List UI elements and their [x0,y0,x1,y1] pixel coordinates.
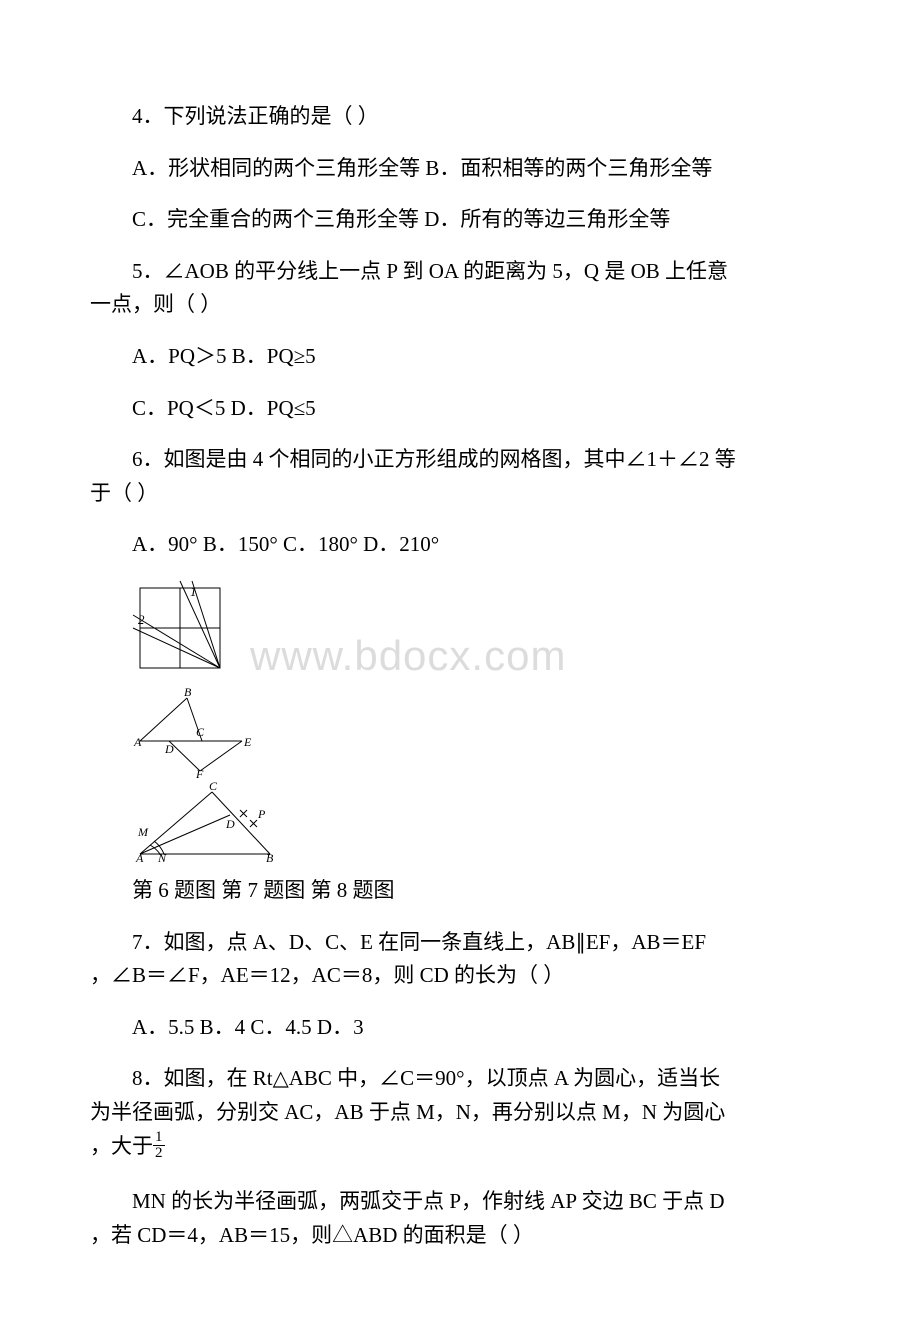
q4-optC: C．完全重合的两个三角形全等 [132,207,419,231]
q5-stem-l1: 5．∠AOB 的平分线上一点 P 到 OA 的距离为 5，Q 是 OB 上任意 [90,255,830,289]
figure-q6: 1 2 [132,580,830,682]
fig1-label-2: 2 [138,612,145,627]
fig3-C: C [209,782,218,793]
fig2-B: B [184,686,192,699]
q8-stem-l2: 为半径画弧，分别交 AC，AB 于点 M，N，再分别以点 M，N 为圆心 [90,1096,830,1130]
figures-caption: 第 6 题图 第 7 题图 第 8 题图 [90,874,830,908]
fig3-P: P [257,807,266,821]
q7-stem-l2: ，∠B＝∠F，AE＝12，AC＝8，则 CD 的长为（ ） [90,959,830,993]
q6-stem-l2: 于（ ） [90,477,830,511]
q5-optAB: A．PQ＞5 B．PQ≥5 [90,340,830,374]
fig2-C: C [196,725,205,739]
fig2-D: D [164,742,174,756]
q7-stem-l1: 7．如图，点 A、D、C、E 在同一条直线上，AB∥EF，AB＝EF [90,926,830,960]
q6-stem-l1: 6．如图是由 4 个相同的小正方形组成的网格图，其中∠1＋∠2 等 [90,443,830,477]
fig2-E: E [243,735,252,749]
figure-q8: A N B C M D P [132,782,830,862]
q4-stem: 4．下列说法正确的是（ ） [90,100,830,134]
figure-q7: A B C D E F [132,686,830,778]
figure-q7-svg: A B C D E F [132,686,262,778]
fig2-A: A [133,735,142,749]
fig1-label-1: 1 [190,584,197,599]
q8-l3-pre: ，大于 [90,1134,153,1158]
q5-optCD: C．PQ＜5 D．PQ≤5 [90,392,830,426]
q4-row1: A．形状相同的两个三角形全等 B．面积相等的两个三角形全等 [90,152,830,186]
q8-stem-l1: 8．如图，在 Rt△ABC 中，∠C＝90°，以顶点 A 为圆心，适当长 [90,1062,830,1096]
fig3-D: D [225,817,235,831]
q4-optD: D．所有的等边三角形全等 [424,207,670,231]
q7-opts: A．5.5 B．4 C．4.5 D．3 [90,1011,830,1045]
q8-fraction: 12 [153,1130,165,1161]
q8-stem-l3: ，大于12 [90,1130,830,1164]
q4-optA: A．形状相同的两个三角形全等 [132,156,420,180]
figure-q8-svg: A N B C M D P [132,782,280,862]
q5-stem-l2: 一点，则（ ） [90,288,830,322]
figures-container: 1 2 A B C D E F [132,580,830,862]
q6-opts: A．90° B．150° C．180° D．210° [90,528,830,562]
fig3-B: B [266,851,274,862]
q4-optB: B．面积相等的两个三角形全等 [425,156,712,180]
figure-q6-svg: 1 2 [132,580,232,682]
q8-stem-l4: MN 的长为半径画弧，两弧交于点 P，作射线 AP 交边 BC 于点 D [90,1185,830,1219]
q4-row2: C．完全重合的两个三角形全等 D．所有的等边三角形全等 [90,203,830,237]
q8-frac-num: 1 [153,1130,165,1146]
q8-stem-l5: ，若 CD＝4，AB＝15，则△ABD 的面积是（ ） [90,1219,830,1253]
fig2-F: F [195,767,204,778]
q8-frac-den: 2 [153,1146,165,1161]
fig3-M: M [137,825,149,839]
fig3-A: A [135,851,144,862]
fig3-N: N [157,851,167,862]
